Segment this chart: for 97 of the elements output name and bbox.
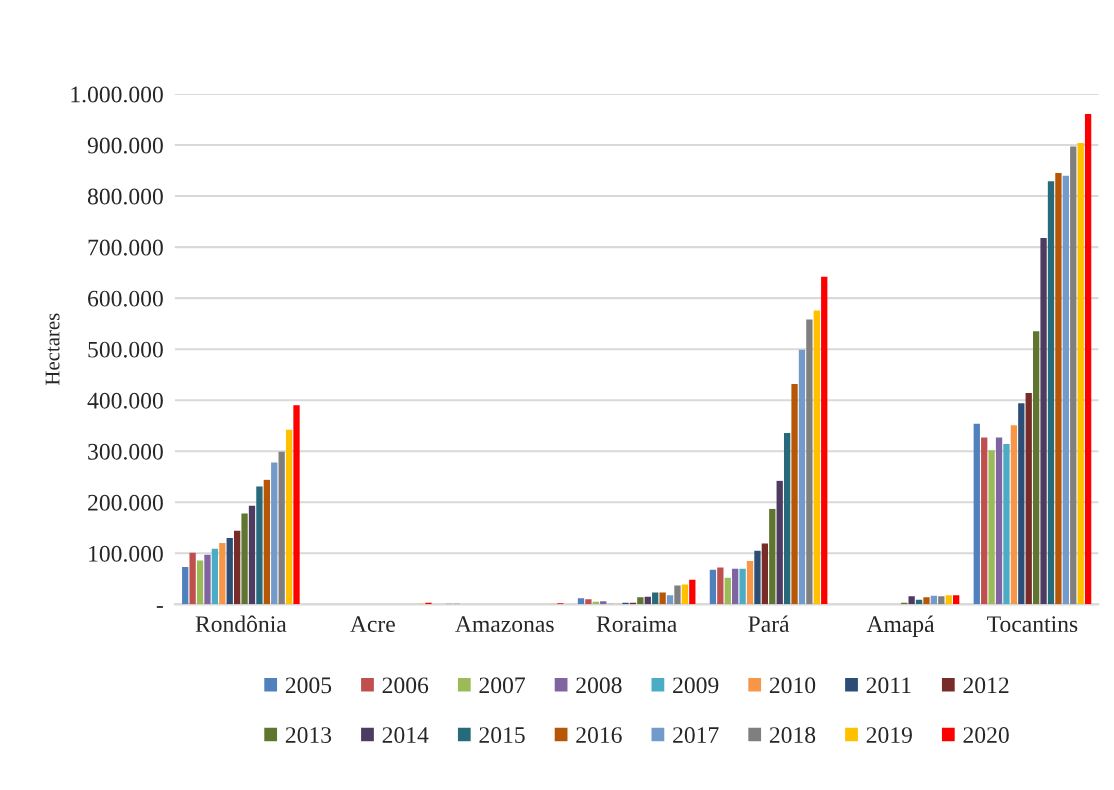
- bar: [248, 505, 256, 605]
- legend-label: 2015: [479, 727, 525, 743]
- bar: [1077, 143, 1084, 605]
- bar: [995, 437, 1003, 605]
- bar: [666, 595, 674, 605]
- y-tick-label: 900.000: [87, 137, 163, 154]
- bar: [813, 310, 820, 605]
- bar: [271, 462, 278, 605]
- legend-label: 2017: [673, 727, 719, 743]
- bar: [717, 567, 724, 605]
- bar: [226, 538, 233, 605]
- y-axis-title: Hectares: [45, 313, 60, 386]
- bar: [234, 530, 241, 605]
- bar: [182, 567, 189, 605]
- bar: [256, 486, 263, 605]
- bar: [196, 560, 204, 605]
- bar: [739, 568, 746, 605]
- bar: [798, 349, 806, 605]
- bar: [285, 429, 293, 605]
- bar: [1010, 425, 1018, 605]
- legend-label: 2016: [576, 727, 622, 743]
- y-tick-label: 600.000: [88, 290, 163, 307]
- bar: [211, 548, 219, 605]
- legend-label: 2019: [866, 727, 912, 743]
- bar: [1084, 113, 1092, 605]
- legend-label: 2020: [963, 727, 1009, 743]
- bar: [821, 276, 828, 605]
- bar: [659, 592, 666, 605]
- x-tick-label: Roraima: [596, 616, 677, 633]
- y-tick-label: 300.000: [88, 443, 163, 460]
- bar: [600, 601, 607, 605]
- bar: [761, 543, 769, 605]
- y-tick-label: 800.000: [87, 188, 163, 205]
- bar: [908, 596, 915, 605]
- y-tick-label: 400.000: [87, 392, 163, 409]
- bar: [709, 569, 717, 605]
- x-tick-label: Rondônia: [195, 615, 287, 633]
- bar: [732, 568, 739, 605]
- bar: [769, 508, 776, 605]
- bar: [806, 319, 813, 605]
- bar: [1055, 173, 1062, 605]
- bar: [724, 577, 731, 605]
- bar: [293, 405, 300, 605]
- legend-label: 2018: [769, 727, 816, 743]
- bar: [689, 579, 696, 605]
- bar: [241, 513, 248, 605]
- bar: [988, 450, 995, 605]
- legend-label: 2008: [576, 677, 622, 694]
- y-tick-label: 200.000: [88, 494, 163, 511]
- bar: [278, 451, 285, 605]
- bar: [953, 595, 960, 605]
- bar: [783, 432, 791, 605]
- legend-label: 2012: [963, 677, 1009, 694]
- bar: [754, 550, 761, 605]
- bar: [1040, 237, 1047, 605]
- bar: [945, 595, 952, 605]
- bar: [938, 596, 945, 605]
- bar: [674, 585, 681, 605]
- bar: [1018, 403, 1025, 605]
- bar: [1062, 175, 1069, 605]
- bar: [681, 584, 689, 605]
- bar: [585, 599, 592, 605]
- legend-label: 2005: [285, 677, 332, 694]
- bar: [981, 437, 988, 605]
- legend-label: 2013: [285, 727, 332, 743]
- legend-label: 2007: [479, 677, 525, 694]
- x-tick-label: Amazonas: [455, 616, 554, 633]
- x-tick-label: Amapá: [866, 615, 935, 637]
- legend-label: 2010: [769, 677, 816, 694]
- y-tick-label: -: [156, 606, 163, 608]
- legend-label: 2006: [382, 677, 429, 694]
- bar: [263, 479, 270, 605]
- bar: [1047, 181, 1055, 605]
- bar: [1033, 331, 1040, 605]
- y-tick-label: 500.000: [88, 341, 163, 358]
- bar: [973, 423, 980, 605]
- bar: [1070, 146, 1077, 605]
- y-tick-label: 100.000: [89, 545, 163, 562]
- bar: [1003, 444, 1010, 605]
- bar: [189, 552, 196, 605]
- bar: [1025, 393, 1032, 605]
- x-tick-label: Pará: [748, 615, 790, 633]
- legend-label: 2014: [382, 727, 429, 743]
- bar: [219, 543, 226, 605]
- y-tick-label: 1.000.000: [71, 86, 163, 103]
- x-tick-label: Tocantins: [987, 616, 1078, 633]
- bar: [746, 560, 754, 605]
- bar: [923, 597, 930, 605]
- bar: [637, 597, 644, 605]
- x-tick-label: Acre: [350, 616, 395, 633]
- y-tick-label: 700.000: [88, 239, 163, 256]
- bar: [776, 480, 783, 605]
- bar: [791, 383, 798, 605]
- legend-label: 2011: [866, 677, 911, 694]
- bar: [577, 598, 585, 605]
- bar: [204, 554, 211, 605]
- legend-label: 2009: [673, 677, 719, 694]
